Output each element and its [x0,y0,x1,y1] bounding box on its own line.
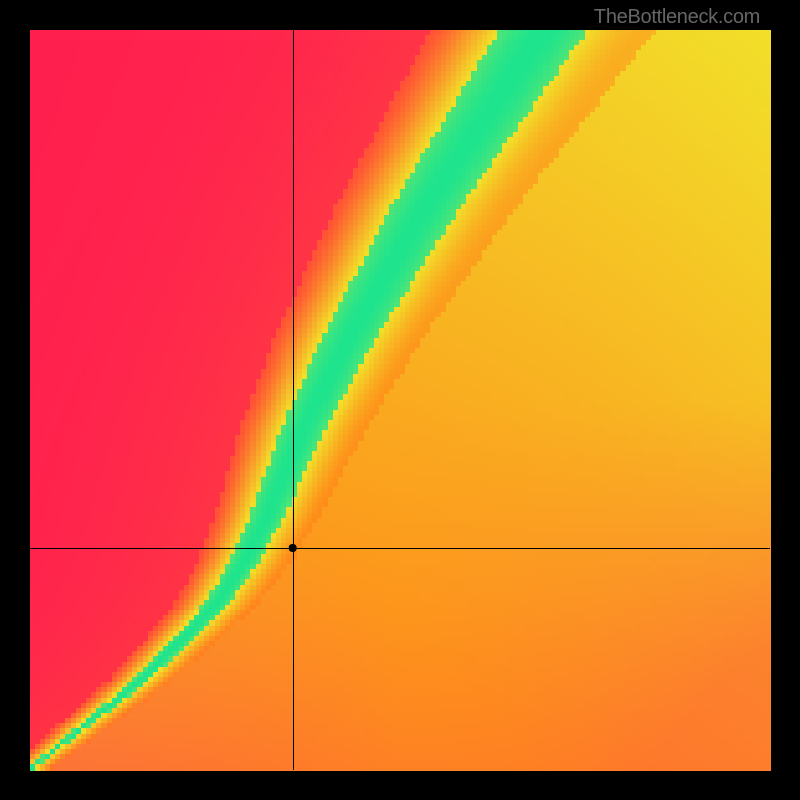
watermark-text: TheBottleneck.com [594,6,760,29]
chart-container: TheBottleneck.com [0,0,800,800]
heatmap-canvas [0,0,800,800]
